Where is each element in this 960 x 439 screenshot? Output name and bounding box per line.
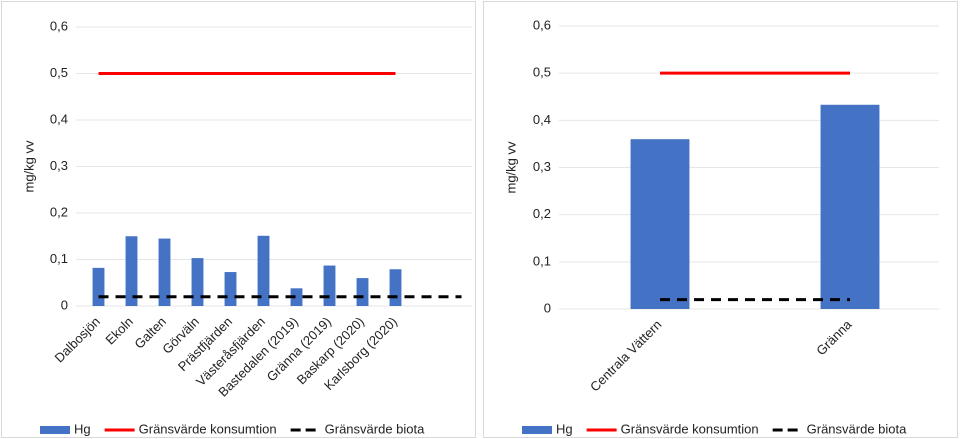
y-tick-label: 0,2: [50, 204, 68, 219]
bar: [389, 269, 402, 306]
y-tick-label: 0,5: [50, 65, 68, 80]
y-tick-label: 0: [544, 300, 551, 315]
y-axis-title: mg/kg vv: [503, 141, 518, 194]
y-tick-label: 0,2: [533, 206, 551, 221]
legend-label: Hg: [556, 421, 573, 436]
bar: [820, 104, 880, 309]
y-tick-label: 0,3: [533, 159, 551, 174]
y-tick-label: 0,3: [50, 158, 68, 173]
y-tick-label: 0: [61, 297, 68, 312]
y-tick-label: 0,5: [533, 65, 551, 80]
bar: [158, 238, 171, 306]
legend-label: Gränsvärde biota: [325, 421, 425, 436]
y-axis-title: mg/kg vv: [21, 140, 36, 193]
bar: [224, 272, 237, 306]
bar: [356, 278, 369, 306]
y-tick-label: 0,6: [50, 18, 68, 33]
y-tick-label: 0,4: [533, 112, 551, 127]
legend-label: Gränsvärde biota: [807, 421, 907, 436]
bar: [323, 265, 336, 306]
legend-swatch: [40, 426, 70, 434]
legend-swatch: [522, 426, 552, 434]
bar: [191, 258, 204, 306]
y-tick-label: 0,1: [50, 251, 68, 266]
bar: [290, 288, 303, 306]
legend-label: Hg: [74, 421, 91, 436]
bar: [92, 267, 105, 306]
bar: [257, 235, 270, 306]
legend-label: Gränsvärde konsumtion: [139, 421, 277, 436]
bar: [125, 236, 138, 306]
y-tick-label: 0,4: [50, 111, 68, 126]
bar: [630, 139, 690, 309]
y-tick-label: 0,1: [533, 253, 551, 268]
y-tick-label: 0,6: [533, 17, 551, 32]
legend-label: Gränsvärde konsumtion: [621, 421, 759, 436]
panel: [483, 1, 958, 438]
